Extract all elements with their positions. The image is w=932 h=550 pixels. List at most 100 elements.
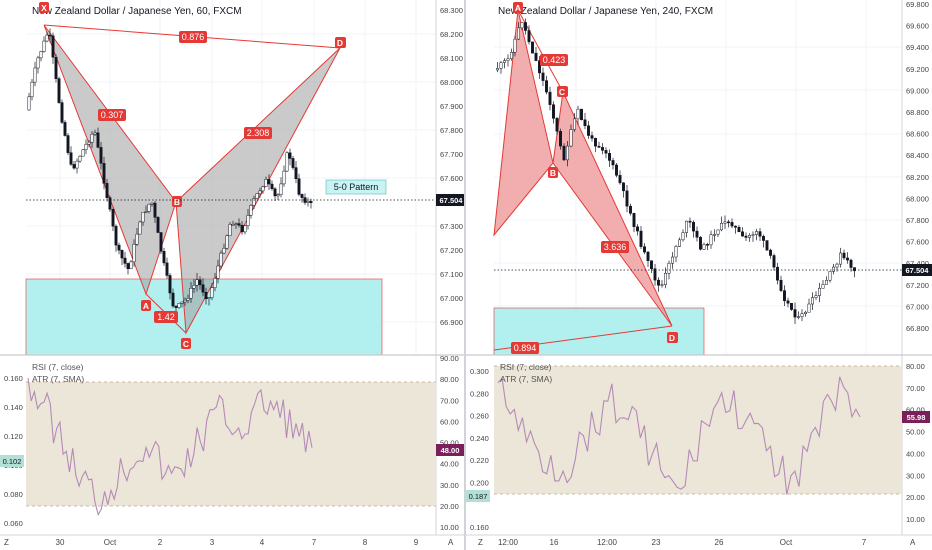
price-tick-label: 68.200 bbox=[440, 30, 463, 39]
left-rsi-line[interactable] bbox=[27, 377, 313, 517]
left-candles bbox=[27, 28, 313, 314]
price-tick-label: 67.600 bbox=[440, 174, 463, 183]
left-price-scale[interactable] bbox=[436, 0, 466, 550]
indicator-tick-label: 50.00 bbox=[440, 439, 459, 448]
price-tick-label: 67.600 bbox=[906, 238, 929, 247]
left-corner-z[interactable]: Z bbox=[4, 538, 9, 547]
left-ratio-xd: 0.876 bbox=[179, 31, 207, 43]
price-tick-label: 68.000 bbox=[440, 78, 463, 87]
right-atr-label: ATR (7, SMA) bbox=[500, 374, 552, 384]
svg-text:0.102: 0.102 bbox=[3, 457, 22, 466]
right-pattern-xab[interactable] bbox=[493, 9, 554, 237]
indicator-tick-label: 80.00 bbox=[906, 362, 925, 371]
right-point-c[interactable]: C bbox=[557, 86, 568, 97]
svg-text:A: A bbox=[143, 301, 149, 311]
right-rsi-ticks: 80.00 70.00 60.00 50.00 40.00 30.00 20.00 10.00 bbox=[906, 362, 925, 524]
indicator-tick-label: 0.300 bbox=[470, 367, 489, 376]
price-tick-label: 67.800 bbox=[440, 126, 463, 135]
right-rsi-badge bbox=[902, 411, 930, 423]
time-tick-label: 16 bbox=[550, 538, 559, 547]
svg-text:0.894: 0.894 bbox=[514, 343, 537, 353]
price-tick-label: 67.000 bbox=[906, 302, 929, 311]
right-point-d[interactable]: D bbox=[667, 332, 678, 343]
svg-text:A: A bbox=[515, 3, 521, 13]
svg-text:B: B bbox=[550, 168, 556, 178]
left-price-ticks: 68.300 68.200 68.100 68.000 67.900 67.800 67.7… bbox=[440, 6, 463, 327]
time-tick-label: 4 bbox=[260, 538, 265, 547]
svg-text:67.504: 67.504 bbox=[440, 196, 464, 205]
left-ratio-ac: 1.42 bbox=[154, 311, 178, 323]
price-tick-label: 67.900 bbox=[440, 102, 463, 111]
indicator-tick-label: 90.00 bbox=[440, 354, 459, 363]
right-point-b[interactable]: B bbox=[548, 167, 558, 178]
price-tick-label: 67.200 bbox=[440, 246, 463, 255]
right-rsi-line[interactable] bbox=[497, 376, 861, 495]
pattern-name-label: 5-0 Pattern bbox=[334, 182, 379, 192]
indicator-tick-label: 70.00 bbox=[440, 396, 459, 405]
indicator-tick-label: 80.00 bbox=[440, 375, 459, 384]
svg-text:0.307: 0.307 bbox=[101, 110, 124, 120]
indicator-tick-label: 40.00 bbox=[906, 449, 925, 458]
time-tick-label: 9 bbox=[414, 538, 419, 547]
price-tick-label: 68.200 bbox=[906, 173, 929, 182]
price-tick-label: 67.800 bbox=[906, 216, 929, 225]
svg-text:0.423: 0.423 bbox=[543, 55, 566, 65]
left-point-x[interactable]: X bbox=[39, 2, 49, 13]
indicator-tick-label: 70.00 bbox=[906, 384, 925, 393]
indicator-tick-label: 0.160 bbox=[4, 374, 23, 383]
indicator-tick-label: 20.00 bbox=[906, 493, 925, 502]
time-tick-label: 7 bbox=[312, 538, 317, 547]
svg-text:B: B bbox=[174, 197, 180, 207]
left-corner-a[interactable]: A bbox=[448, 538, 454, 547]
pattern-name-box[interactable] bbox=[325, 179, 387, 195]
indicator-tick-label: 0.120 bbox=[4, 432, 23, 441]
panel-divider bbox=[464, 0, 466, 550]
left-point-a[interactable]: A bbox=[141, 300, 151, 311]
time-tick-label: Oct bbox=[104, 538, 117, 547]
indicator-tick-label: 60.00 bbox=[906, 406, 925, 415]
right-ratio-bd: 3.636 bbox=[601, 241, 629, 253]
right-chart-svg[interactable]: New Zealand Dollar / Japanese Yen, 240, … bbox=[466, 0, 932, 550]
indicator-tick-label: 0.160 bbox=[470, 523, 489, 532]
right-atr-badge bbox=[466, 490, 490, 502]
price-tick-label: 67.100 bbox=[440, 270, 463, 279]
svg-text:0.876: 0.876 bbox=[182, 32, 205, 42]
right-point-a[interactable]: A bbox=[513, 2, 523, 13]
left-point-b[interactable]: B bbox=[172, 196, 182, 207]
svg-text:0.187: 0.187 bbox=[469, 492, 488, 501]
left-point-c[interactable]: C bbox=[181, 338, 191, 349]
svg-text:2.308: 2.308 bbox=[247, 128, 270, 138]
left-point-d[interactable]: D bbox=[335, 37, 346, 48]
svg-text:48.00: 48.00 bbox=[441, 446, 460, 455]
indicator-tick-label: 0.220 bbox=[470, 456, 489, 465]
price-tick-label: 67.300 bbox=[440, 222, 463, 231]
right-corner-a[interactable]: A bbox=[910, 538, 916, 547]
time-tick-label: 8 bbox=[363, 538, 368, 547]
right-time-axis[interactable]: 12:00 16 12:00 23 26 Oct 7 bbox=[498, 538, 867, 547]
right-corner-z[interactable]: Z bbox=[478, 538, 483, 547]
indicator-tick-label: 0.080 bbox=[4, 490, 23, 499]
price-tick-label: 69.200 bbox=[906, 65, 929, 74]
left-chart-panel[interactable]: New Zealand Dollar / Japanese Yen, 60, F… bbox=[0, 0, 466, 550]
left-atr-badge bbox=[0, 455, 24, 467]
time-tick-label: 30 bbox=[56, 538, 65, 547]
svg-text:55.98: 55.98 bbox=[907, 413, 926, 422]
price-tick-label: 67.700 bbox=[440, 150, 463, 159]
price-tick-label: 66.900 bbox=[440, 318, 463, 327]
left-chart-svg[interactable]: New Zealand Dollar / Japanese Yen, 60, F… bbox=[0, 0, 466, 550]
left-time-axis[interactable]: 30 Oct 2 3 4 7 8 9 bbox=[56, 538, 419, 547]
price-tick-label: 69.000 bbox=[906, 86, 929, 95]
right-rsi-band bbox=[494, 366, 902, 494]
price-tick-label: 67.200 bbox=[906, 281, 929, 290]
time-tick-label: 12:00 bbox=[597, 538, 618, 547]
price-tick-label: 68.300 bbox=[440, 6, 463, 15]
price-tick-label: 68.400 bbox=[906, 151, 929, 160]
indicator-tick-label: 0.260 bbox=[470, 412, 489, 421]
indicator-tick-label: 10.00 bbox=[906, 515, 925, 524]
indicator-tick-label: 20.00 bbox=[440, 502, 459, 511]
price-tick-label: 69.600 bbox=[906, 22, 929, 31]
price-tick-label: 68.000 bbox=[906, 194, 929, 203]
right-chart-panel[interactable]: New Zealand Dollar / Japanese Yen, 240, … bbox=[466, 0, 932, 550]
price-tick-label: 68.100 bbox=[440, 54, 463, 63]
